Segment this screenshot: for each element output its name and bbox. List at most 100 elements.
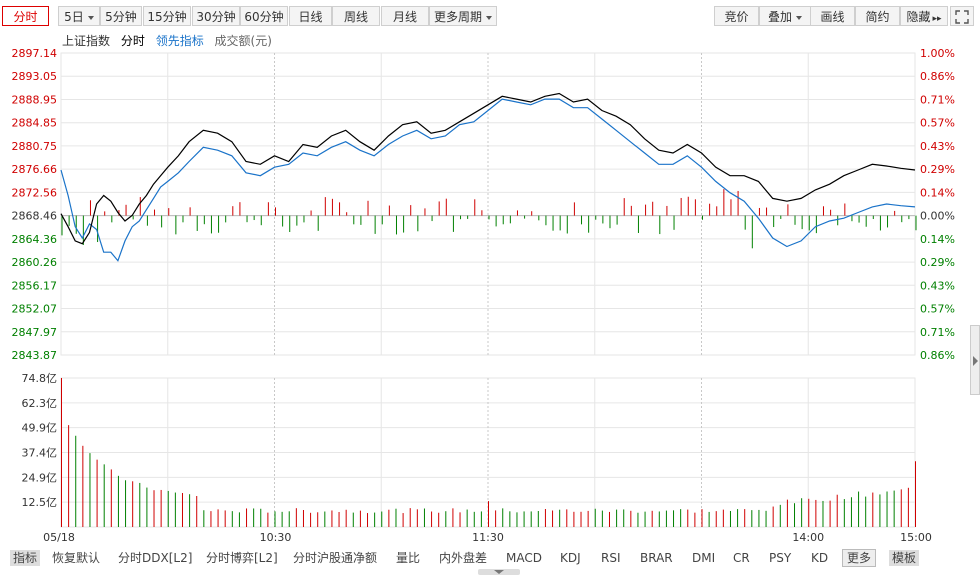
tab-label: 周线: [343, 10, 368, 24]
price-tick-label: 2843.87: [12, 349, 58, 362]
tool-button-0[interactable]: 竞价: [714, 6, 759, 26]
indicator-tab-11[interactable]: DMI: [692, 551, 716, 565]
percent-tick-label: 0.86%: [920, 70, 955, 83]
percent-tick-label: 0.29%: [920, 256, 955, 269]
volume-tick-label: 37.4亿: [22, 447, 58, 460]
price-tick-label: 2864.36: [12, 233, 58, 246]
tool-button-4[interactable]: 隐藏 ▸▸: [900, 6, 948, 26]
indicator-tab-13[interactable]: PSY: [769, 551, 792, 565]
mode-label: 分时: [120, 34, 145, 48]
percent-tick-label: 0.00%: [920, 210, 955, 223]
volume-label: 成交额(元): [214, 34, 272, 48]
tab-period-2[interactable]: 5分钟: [100, 6, 142, 26]
tab-period-1[interactable]: 5日: [58, 6, 100, 26]
indicator-tab-1[interactable]: 恢复默认: [52, 551, 101, 565]
leading-indicator-line: [60, 98, 916, 262]
period-toolbar: 分时 5日 5分钟 15分钟 30分钟 60分钟 日线 周线 月线 更多周期 竞价 叠加 画线 简约 隐藏 ▸…: [0, 0, 980, 32]
indicator-tab-10[interactable]: BRAR: [640, 551, 673, 565]
tab-period-6[interactable]: 日线: [289, 6, 332, 26]
indicator-tab-4[interactable]: 分时沪股通净额: [293, 551, 378, 565]
price-line: [60, 92, 916, 245]
chevron-down-icon: [486, 15, 492, 20]
indicator-tab-8[interactable]: KDJ: [560, 551, 581, 565]
tab-label: 15分钟: [147, 10, 187, 24]
percent-tick-label: 0.14%: [920, 233, 955, 246]
tab-period-8[interactable]: 月线: [381, 6, 429, 26]
price-tick-label: 2893.05: [12, 70, 58, 83]
indicator-tab-0[interactable]: 指标: [10, 550, 41, 566]
tool-label: 竞价: [724, 10, 749, 24]
tab-period-3[interactable]: 15分钟: [143, 6, 191, 26]
indicator-tab-16[interactable]: 模板: [889, 550, 920, 566]
tool-label: 隐藏: [906, 10, 931, 24]
tool-label: 画线: [820, 10, 845, 24]
indicator-tab-14[interactable]: KD: [811, 551, 829, 565]
price-tick-label: 2868.46: [12, 210, 58, 223]
tool-button-2[interactable]: 画线: [810, 6, 855, 26]
price-tick-label: 2880.75: [12, 140, 58, 153]
percent-tick-label: 0.71%: [920, 93, 955, 106]
price-tick-label: 2860.26: [12, 256, 58, 269]
time-label: 11:30: [472, 531, 504, 544]
indicator-bar: 指标 恢复默认 分时DDX[L2] 分时博弈[L2] 分时沪股通净额 量比 内外盘差 MACD…: [0, 547, 980, 569]
tab-label: 更多周期: [433, 10, 482, 24]
tab-period-5[interactable]: 60分钟: [240, 6, 288, 26]
percent-tick-label: 0.29%: [920, 163, 955, 176]
fullscreen-icon[interactable]: [950, 6, 974, 26]
tab-label: 月线: [392, 10, 417, 24]
tab-label: 分时: [13, 10, 38, 24]
percent-tick-label: 0.43%: [920, 140, 955, 153]
indicator-tab-2[interactable]: 分时DDX[L2]: [118, 551, 193, 565]
tab-period-0[interactable]: 分时: [2, 6, 49, 26]
tab-period-7[interactable]: 周线: [332, 6, 380, 26]
price-tick-label: 2884.85: [12, 117, 58, 130]
percent-tick-label: 0.86%: [920, 349, 955, 362]
price-tick-label: 2872.56: [12, 186, 58, 199]
tab-label: 60分钟: [244, 10, 284, 24]
price-tick-label: 2897.14: [12, 47, 58, 60]
time-label: 05/18: [43, 531, 75, 544]
price-tick-label: 2856.17: [12, 279, 58, 292]
volume-tick-label: 74.8亿: [22, 372, 58, 385]
price-tick-label: 2847.97: [12, 326, 58, 339]
tool-label: 叠加: [767, 10, 792, 24]
price-tick-label: 2888.95: [12, 93, 58, 106]
intraday-chart: 2897.14 1.00% 2893.05 0.86% 2888.95 0.71% 2884…: [12, 47, 955, 544]
chevron-down-icon: [796, 15, 802, 20]
indicator-tab-15[interactable]: 更多: [842, 549, 877, 567]
tool-button-3[interactable]: 简约: [855, 6, 900, 26]
indicator-row: 上证指数 分时 领先指标 成交额(元): [62, 33, 279, 49]
time-label: 14:00: [792, 531, 824, 544]
indicator-tab-3[interactable]: 分时博弈[L2]: [206, 551, 278, 565]
percent-tick-label: 0.43%: [920, 279, 955, 292]
tab-label: 日线: [298, 10, 323, 24]
tab-period-4[interactable]: 30分钟: [192, 6, 240, 26]
volume-tick-label: 49.9亿: [22, 422, 58, 435]
percent-tick-label: 0.14%: [920, 186, 955, 199]
tool-label: 简约: [865, 10, 890, 24]
tool-button-1[interactable]: 叠加: [759, 6, 811, 26]
index-name: 上证指数: [62, 34, 111, 48]
double-arrow-icon: ▸▸: [932, 14, 942, 24]
percent-tick-label: 1.00%: [920, 47, 955, 60]
tab-label: 5分钟: [105, 10, 137, 24]
tab-period-9[interactable]: 更多周期: [429, 6, 497, 26]
percent-tick-label: 0.71%: [920, 326, 955, 339]
price-tick-label: 2852.07: [12, 303, 58, 316]
indicator-tab-12[interactable]: CR: [733, 551, 750, 565]
chevron-down-icon: [87, 15, 94, 20]
collapse-handle[interactable]: [478, 569, 520, 575]
leading-indicator-link[interactable]: 领先指标: [155, 34, 204, 48]
price-tick-label: 2876.66: [12, 163, 58, 176]
indicator-tab-5[interactable]: 量比: [396, 551, 421, 565]
volume-tick-label: 12.5亿: [22, 496, 58, 509]
volume-tick-label: 62.3亿: [22, 397, 58, 410]
indicator-tab-7[interactable]: MACD: [506, 551, 542, 565]
tab-label: 5日: [64, 10, 84, 24]
expand-panel-handle[interactable]: [970, 325, 980, 395]
percent-tick-label: 0.57%: [920, 303, 955, 316]
volume-tick-label: 24.9亿: [22, 471, 58, 484]
indicator-tab-6[interactable]: 内外盘差: [439, 551, 488, 565]
percent-tick-label: 0.57%: [920, 117, 955, 130]
indicator-tab-9[interactable]: RSI: [601, 551, 621, 565]
